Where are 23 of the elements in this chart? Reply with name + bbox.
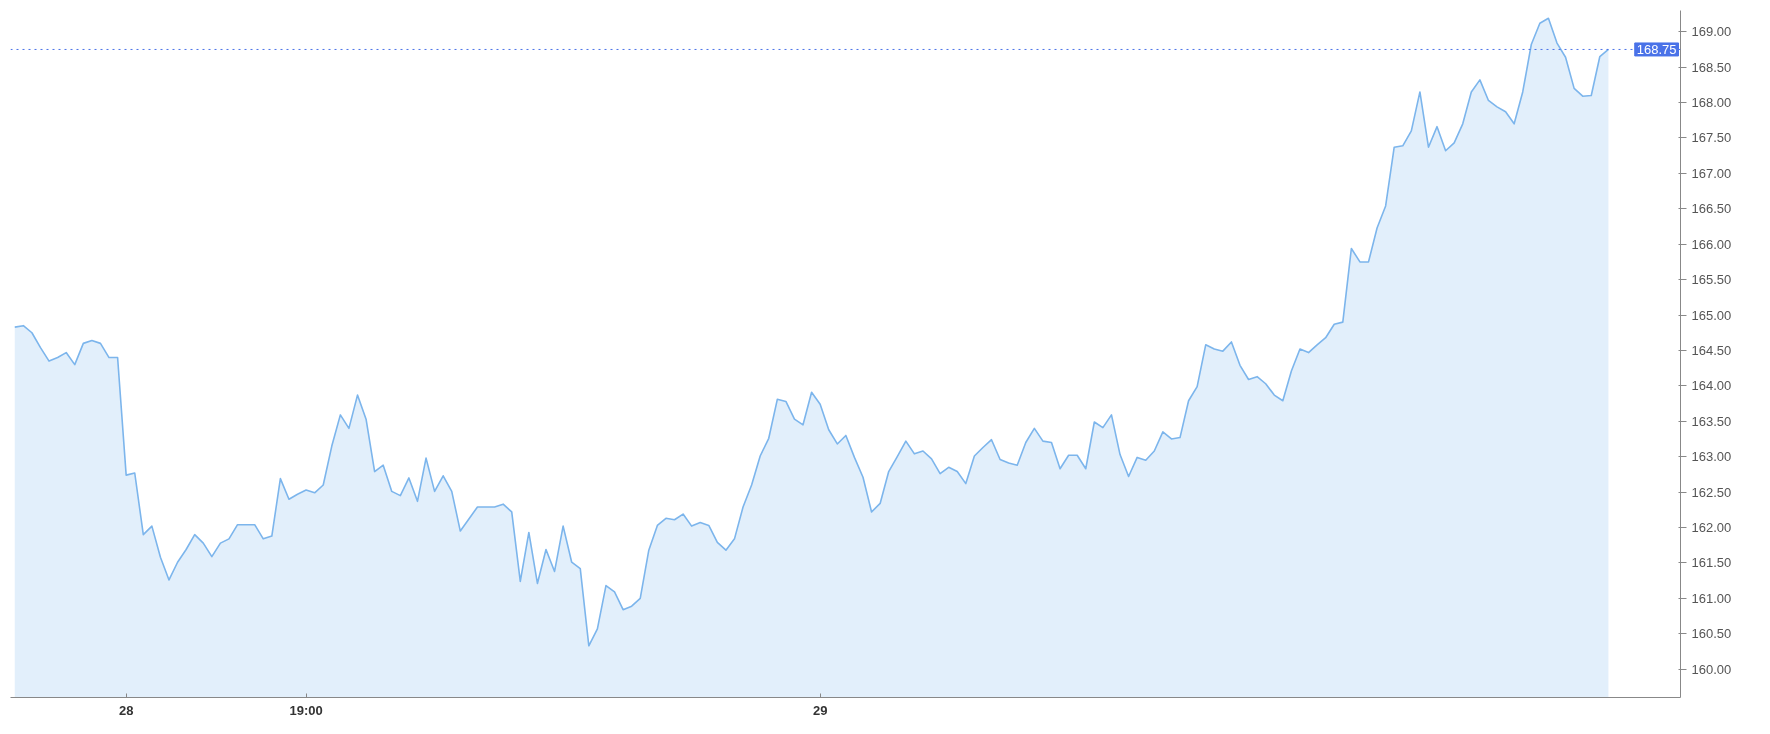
x-tick-label: 28 (118, 702, 134, 718)
y-tick-label: 160.00 (1691, 661, 1732, 677)
y-tick-label: 163.00 (1691, 449, 1732, 465)
x-tick-label: 19:00 (289, 702, 323, 718)
y-tick-label: 164.00 (1691, 378, 1732, 394)
y-tick-label: 161.50 (1691, 555, 1732, 571)
y-tick-label: 167.00 (1691, 165, 1732, 181)
y-tick-label: 166.00 (1691, 236, 1732, 252)
y-tick-label: 162.50 (1691, 484, 1732, 500)
y-tick-label: 168.00 (1691, 95, 1732, 111)
y-tick-label: 163.50 (1691, 413, 1732, 429)
y-tick-label: 162.00 (1691, 520, 1732, 536)
x-tick-label: 29 (812, 702, 828, 718)
y-tick-label: 168.50 (1691, 59, 1732, 75)
y-tick-label: 161.00 (1691, 590, 1732, 606)
y-tick-label: 167.50 (1691, 130, 1732, 146)
y-tick-label: 169.00 (1691, 24, 1732, 40)
y-tick-label: 166.50 (1691, 201, 1732, 217)
y-tick-label: 160.50 (1691, 626, 1732, 642)
y-tick-label: 165.50 (1691, 272, 1732, 288)
y-tick-label: 164.50 (1691, 342, 1732, 358)
y-tick-label: 165.00 (1691, 307, 1732, 323)
ref-line-label: 168.75 (1636, 41, 1677, 57)
